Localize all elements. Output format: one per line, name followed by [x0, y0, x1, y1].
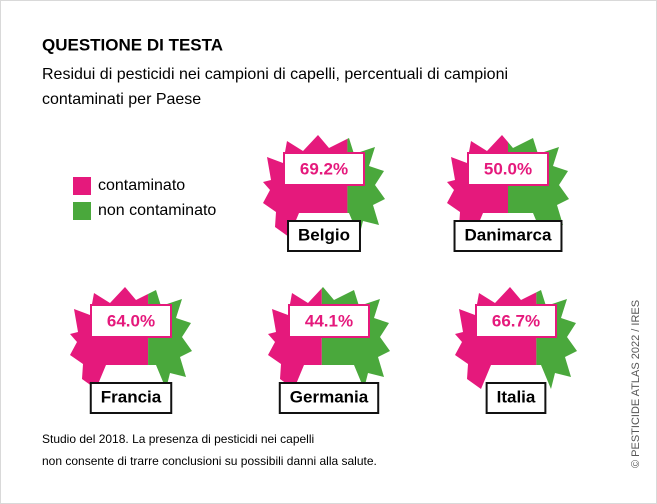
value-box [288, 304, 370, 338]
value-box [467, 152, 549, 186]
legend-swatch [73, 202, 91, 220]
credit: © PESTICIDE ATLAS 2022 / IRES [630, 300, 642, 468]
value-label: 69.2% [300, 159, 348, 178]
value-label: 44.1% [305, 311, 353, 330]
category-box [287, 220, 361, 252]
value-box [283, 152, 365, 186]
category-box [89, 382, 173, 414]
note: Studio del 2018. La presenza di pesticid… [42, 432, 314, 446]
value-box [475, 304, 557, 338]
category-label: Belgio [298, 225, 350, 244]
legend-swatch [73, 177, 91, 195]
category-label: Danimarca [465, 225, 552, 244]
category-box [485, 382, 547, 414]
value-label: 50.0% [484, 159, 532, 178]
value-label: 64.0% [107, 311, 155, 330]
category-box [453, 220, 563, 252]
category-box [278, 382, 380, 414]
subtitle: contaminati per Paese [42, 91, 201, 108]
category-label: Germania [290, 387, 369, 406]
value-box [90, 304, 172, 338]
legend-label: contaminato [98, 177, 185, 194]
chart-title: QUESTIONE DI TESTA [42, 35, 223, 54]
category-label: Italia [497, 387, 536, 406]
note: non consente di trarre conclusioni su po… [42, 454, 377, 468]
subtitle: Residui di pesticidi nei campioni di cap… [42, 66, 508, 83]
value-label: 66.7% [492, 311, 540, 330]
category-label: Francia [101, 387, 162, 406]
legend-label: non contaminato [98, 202, 216, 219]
